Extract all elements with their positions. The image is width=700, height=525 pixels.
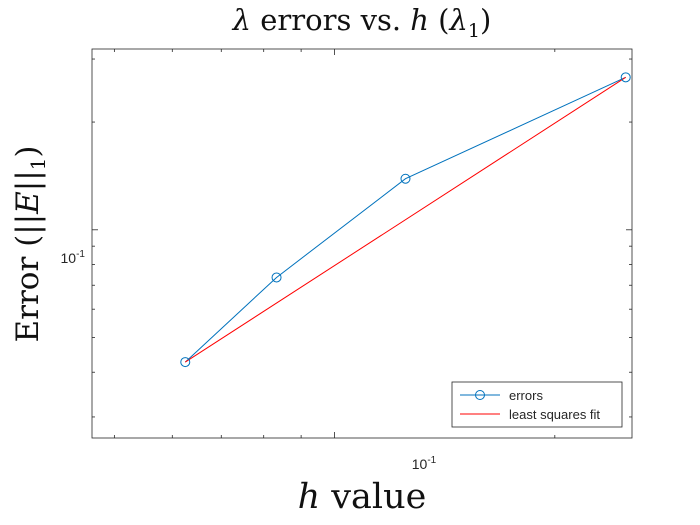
y-tick-label: 10-1 xyxy=(61,249,86,266)
series-errors-line xyxy=(184,76,626,363)
legend-errors-label: errors xyxy=(509,388,543,403)
series-layer xyxy=(180,72,631,368)
title-h: h xyxy=(410,3,429,37)
series-least-squares-fit-line xyxy=(184,76,626,363)
chart-title: λ errors vs. h (λ1) xyxy=(232,3,492,42)
y-axis-label: Error (||E||1) xyxy=(10,146,50,343)
title-subscript: 1 xyxy=(468,20,480,42)
data-point-errors xyxy=(620,72,631,83)
axis-ticks xyxy=(92,49,632,438)
title-lambda: λ xyxy=(232,3,251,37)
title-lambda-1: λ xyxy=(449,3,468,37)
x-axis-label: h value xyxy=(298,477,427,517)
title-paren-close: ) xyxy=(480,3,491,37)
legend-box xyxy=(451,381,623,428)
data-point-errors xyxy=(180,357,191,368)
data-point-errors xyxy=(271,272,282,283)
legend-fit-label: least squares fit xyxy=(509,407,600,422)
data-point-errors xyxy=(400,173,411,184)
title-paren-open: ( xyxy=(429,3,450,37)
title-middle: errors vs. xyxy=(251,3,410,37)
legend-errors-marker xyxy=(475,390,485,400)
x-tick-label: 10-1 xyxy=(412,455,437,472)
plot-area xyxy=(91,48,633,439)
legend: errors least squares fit xyxy=(451,381,623,428)
